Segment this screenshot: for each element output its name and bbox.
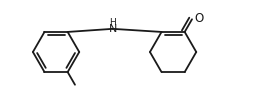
Text: H: H: [109, 18, 116, 27]
Text: N: N: [109, 24, 117, 34]
Text: O: O: [194, 12, 204, 25]
